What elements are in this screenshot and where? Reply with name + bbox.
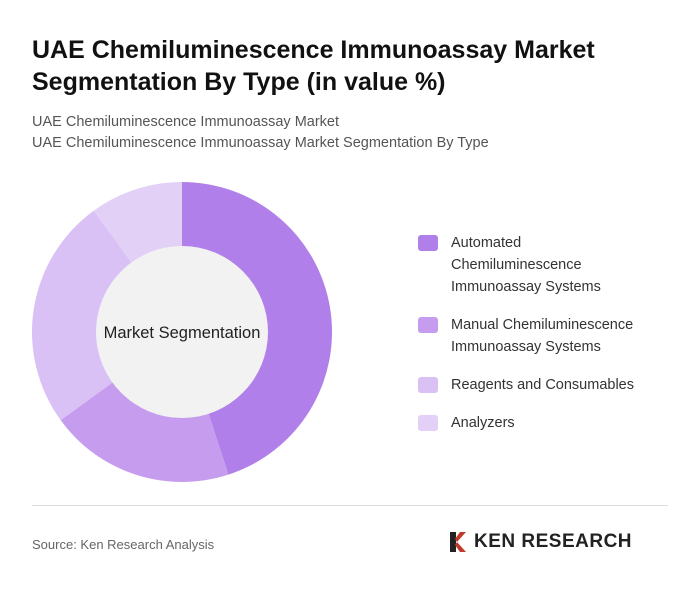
logo-text: KEN RESEARCH xyxy=(474,531,633,552)
legend-label: Analyzers xyxy=(451,415,515,431)
chart-title: UAE Chemiluminescence Immunoassay Market… xyxy=(32,36,595,96)
ken-research-logo: KEN RESEARCH xyxy=(448,531,632,553)
donut-hole xyxy=(96,246,268,418)
donut-chart: Market Segmentation xyxy=(31,182,333,483)
logo-mark-icon xyxy=(450,532,466,552)
legend-item: Manual Chemiluminescence Immunoassay Sys… xyxy=(418,314,678,358)
legend-item: Reagents and Consumables xyxy=(418,374,678,396)
legend-item: Automated Chemiluminescence Immunoassay … xyxy=(418,232,678,298)
legend-label: Manual Chemiluminescence Immunoassay Sys… xyxy=(451,317,634,355)
legend-item: Analyzers xyxy=(418,412,678,434)
legend-label: Automated Chemiluminescence Immunoassay … xyxy=(451,235,601,295)
legend-swatch xyxy=(418,317,438,333)
divider xyxy=(32,505,668,506)
subtitle-segmentation: UAE Chemiluminescence Immunoassay Market… xyxy=(32,135,489,151)
legend: Automated Chemiluminescence Immunoassay … xyxy=(418,232,678,450)
subtitle-market: UAE Chemiluminescence Immunoassay Market xyxy=(32,114,340,130)
legend-label: Reagents and Consumables xyxy=(451,377,634,393)
legend-swatch xyxy=(418,415,438,431)
legend-swatch xyxy=(418,235,438,251)
legend-swatch xyxy=(418,377,438,393)
center-label: Market Segmentation xyxy=(104,324,261,342)
source-text: Source: Ken Research Analysis xyxy=(32,537,215,552)
